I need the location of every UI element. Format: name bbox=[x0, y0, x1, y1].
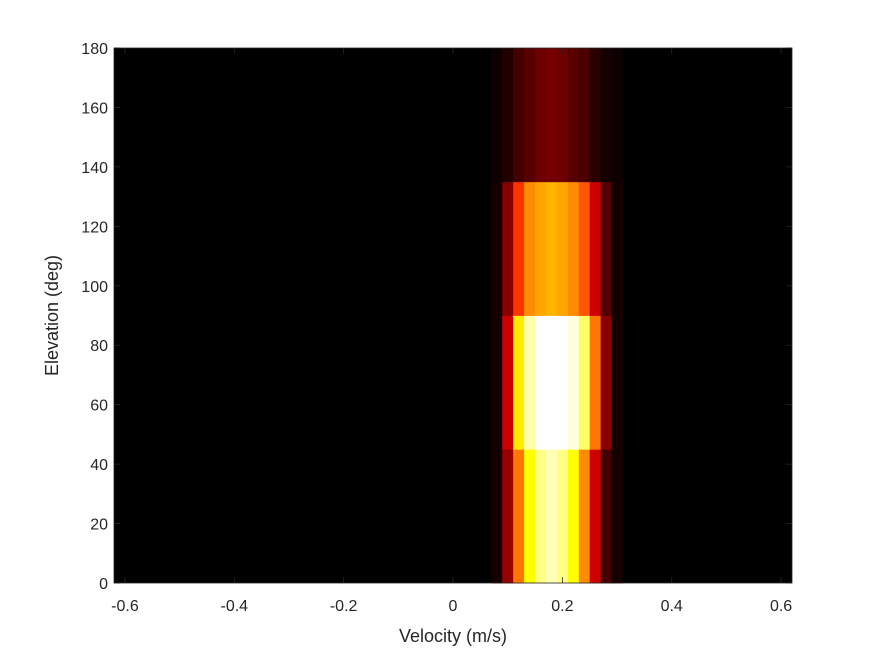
heatmap-cell bbox=[545, 181, 558, 316]
heatmap-cell bbox=[502, 48, 514, 183]
y-axis-ticks: 0 20 40 60 80 100 120 140 160 180 bbox=[81, 41, 792, 593]
heatmap-cell bbox=[513, 315, 525, 450]
y-tick-label: 180 bbox=[81, 41, 108, 58]
y-tick-label: 40 bbox=[90, 457, 108, 474]
heatmap-cell bbox=[600, 181, 612, 316]
heatmap-cell bbox=[513, 449, 525, 584]
x-tick-label: 0 bbox=[449, 598, 458, 615]
y-tick-label: 20 bbox=[90, 517, 108, 534]
heatmap-cell bbox=[535, 48, 547, 183]
heatmap-cell bbox=[589, 48, 602, 183]
heatmap-cell bbox=[589, 315, 602, 450]
heatmap-cell bbox=[556, 449, 569, 584]
heatmap-cell bbox=[600, 315, 612, 450]
heatmap-cell bbox=[611, 449, 623, 584]
heatmap-cell bbox=[491, 181, 503, 316]
heatmap-cell bbox=[600, 449, 612, 584]
x-axis-label: Velocity (m/s) bbox=[399, 626, 507, 646]
heatmap-cell bbox=[524, 449, 536, 584]
heatmap-cell bbox=[589, 449, 602, 584]
heatmap-cell bbox=[567, 181, 580, 316]
heatmap-cell bbox=[545, 315, 558, 450]
y-axis-label: Elevation (deg) bbox=[42, 255, 62, 376]
heatmap-cell bbox=[502, 449, 514, 584]
y-tick-label: 100 bbox=[81, 279, 108, 296]
heatmap-cell bbox=[513, 181, 525, 316]
heatmap-cell bbox=[600, 48, 612, 183]
heatmap-cell bbox=[502, 315, 514, 450]
heatmap-cell bbox=[491, 315, 503, 450]
y-tick-label: 140 bbox=[81, 160, 108, 177]
heatmap-cell bbox=[567, 315, 580, 450]
heatmap-cell bbox=[491, 449, 503, 584]
x-axis-ticks: -0.6 -0.4 -0.2 0 0.2 0.4 0.6 bbox=[111, 48, 792, 615]
heatmap-cells bbox=[114, 48, 792, 584]
heatmap-cell bbox=[524, 48, 536, 183]
heatmap-cell bbox=[589, 181, 602, 316]
heatmap-cell bbox=[524, 181, 536, 316]
heatmap-cell bbox=[578, 48, 591, 183]
y-tick-label: 160 bbox=[81, 100, 108, 117]
heatmap-cell bbox=[556, 315, 569, 450]
y-tick-label: 80 bbox=[90, 338, 108, 355]
heatmap-cell bbox=[611, 48, 623, 183]
x-tick-label: -0.4 bbox=[221, 598, 249, 615]
heatmap-cell bbox=[556, 48, 569, 183]
heatmap-cell bbox=[567, 48, 580, 183]
x-tick-label: 0.2 bbox=[551, 598, 573, 615]
y-tick-label: 0 bbox=[99, 576, 108, 593]
y-tick-label: 120 bbox=[81, 219, 108, 236]
plot-background bbox=[114, 48, 792, 583]
heatmap-cell bbox=[535, 315, 547, 450]
heatmap-cell bbox=[502, 181, 514, 316]
heatmap-cell bbox=[578, 315, 591, 450]
heatmap-cell bbox=[578, 449, 591, 584]
heatmap-cell bbox=[524, 315, 536, 450]
heatmap-cell bbox=[578, 181, 591, 316]
x-tick-label: -0.2 bbox=[330, 598, 358, 615]
heatmap-cell bbox=[567, 449, 580, 584]
heatmap-cell bbox=[545, 48, 558, 183]
x-tick-label: 0.6 bbox=[770, 598, 792, 615]
x-tick-label: 0.4 bbox=[661, 598, 683, 615]
heatmap-cell bbox=[491, 48, 503, 183]
heatmap-cell bbox=[535, 181, 547, 316]
x-tick-label: -0.6 bbox=[111, 598, 139, 615]
heatmap-cell bbox=[556, 181, 569, 316]
heatmap-cell bbox=[611, 181, 623, 316]
heatmap-cell bbox=[535, 449, 547, 584]
heatmap-cell bbox=[611, 315, 623, 450]
y-tick-label: 60 bbox=[90, 398, 108, 415]
heatmap-cell bbox=[545, 449, 558, 584]
heatmap-cell bbox=[513, 48, 525, 183]
